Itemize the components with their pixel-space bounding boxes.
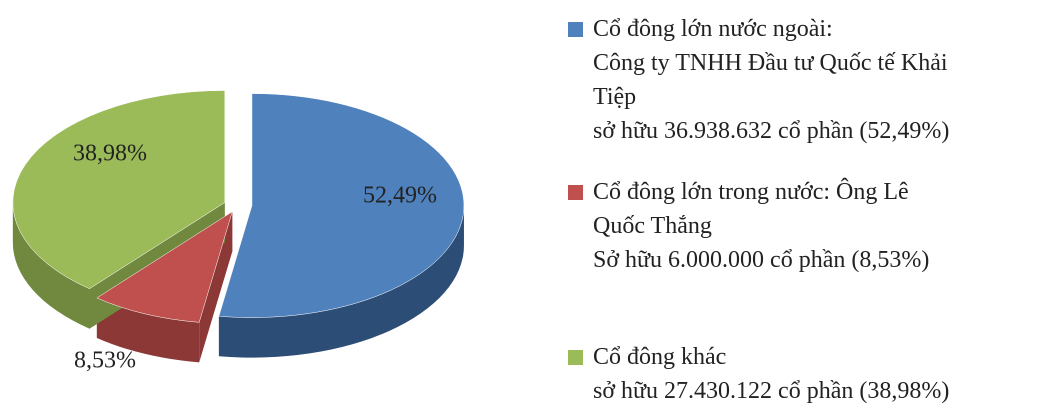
slice: [96, 211, 233, 323]
data-label: 38,98%: [73, 141, 147, 167]
pie-chart: 52,49% 8,53% 38,98%: [12, 90, 465, 374]
legend-entry: Cổ đông lớn trong nước: Ông Lê Quốc Thắn…: [568, 175, 929, 277]
slice-side: [96, 297, 200, 363]
legend-label: Cổ đông khác sở hữu 27.430.122 cổ phần (…: [593, 344, 950, 404]
slice: [218, 93, 465, 318]
legend-swatch: [568, 350, 583, 365]
data-label: 8,53%: [74, 348, 136, 374]
data-label: 52,49%: [363, 183, 437, 209]
slice-side: [218, 205, 464, 358]
legend-entry: Cổ đông khác sở hữu 27.430.122 cổ phần (…: [568, 340, 949, 408]
legend-label: Cổ đông lớn nước ngoài: Công ty TNHH Đầu…: [593, 16, 950, 144]
legend-swatch: [568, 22, 583, 37]
legend-swatch: [568, 185, 583, 200]
slice: [12, 90, 226, 289]
legend-entry: Cổ đông lớn nước ngoài: Công ty TNHH Đầu…: [568, 12, 949, 148]
legend-label: Cổ đông lớn trong nước: Ông Lê Quốc Thắn…: [593, 179, 930, 273]
slice-side: [12, 202, 90, 329]
